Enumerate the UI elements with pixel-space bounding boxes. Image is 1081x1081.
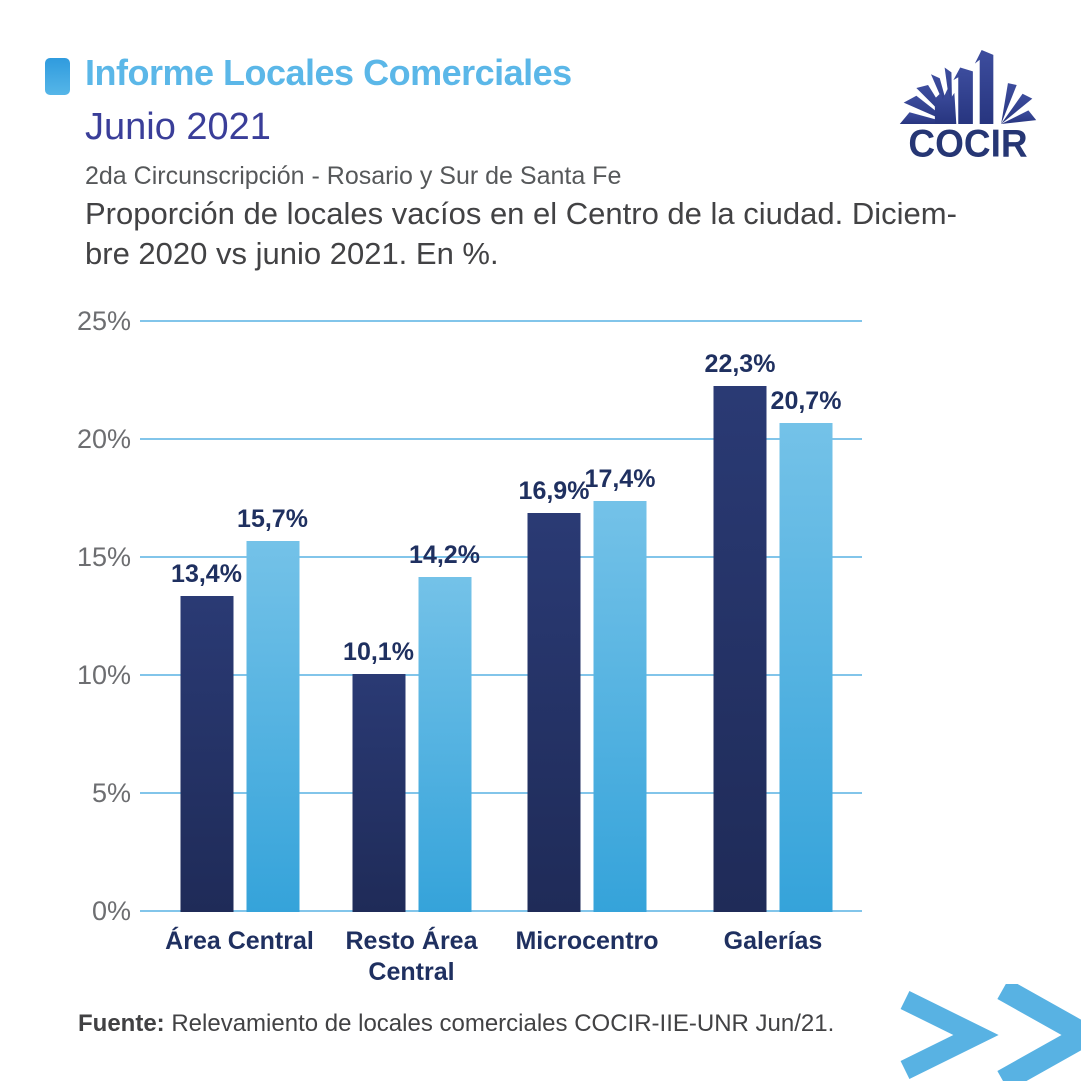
bar-diciembre-2020: 10,1% xyxy=(343,638,414,912)
gridline xyxy=(140,674,862,676)
bar-junio-2021: 17,4% xyxy=(585,465,655,912)
bar-value-label: 16,9% xyxy=(518,477,590,506)
bar-diciembre-2020: 22,3% xyxy=(705,350,775,912)
report-title: Informe Locales Comerciales xyxy=(85,52,572,93)
category-label: Galerías xyxy=(723,927,823,955)
chevron-icon xyxy=(900,991,999,1079)
bar-diciembre-2020: 16,9% xyxy=(519,477,589,912)
forward-chevrons-icon xyxy=(900,984,1081,1081)
plot-area: 13,4% 15,7% Área Central 10,1% 14,2% Resto Ár… xyxy=(140,320,862,986)
bar-junio-2021: 14,2% xyxy=(409,541,480,912)
y-tick-label: 25% xyxy=(76,306,131,336)
chart-title: Proporción de locales vacíos en el Centr… xyxy=(85,194,1055,274)
bar-value-label: 15,7% xyxy=(237,505,308,534)
category-label: Área Central xyxy=(165,927,314,955)
bar-group: 22,3% 20,7% xyxy=(705,322,841,912)
source-note: Fuente: Relevamiento de locales comercia… xyxy=(78,1010,834,1038)
bar-junio-2021: 20,7% xyxy=(771,387,841,912)
logo-skyline-icon xyxy=(899,49,1037,124)
bar-group: 13,4% 15,7% xyxy=(171,322,308,912)
bar-junio-2021: 15,7% xyxy=(237,505,308,912)
bar-value-label: 13,4% xyxy=(171,559,242,588)
y-tick-label: 0% xyxy=(91,896,131,926)
chevron-icon xyxy=(997,984,1081,1081)
y-tick-label: 15% xyxy=(76,542,131,572)
y-tick-label: 20% xyxy=(76,424,131,454)
accent-square-icon xyxy=(45,58,70,95)
chart-title-line1: Proporción de locales vacíos en el Centr… xyxy=(85,196,957,231)
y-tick-label: 10% xyxy=(76,660,131,690)
gridline xyxy=(140,910,862,912)
logo-wordmark: COCIR xyxy=(908,121,1028,165)
bar-group: 16,9% 17,4% xyxy=(519,322,655,912)
bar-diciembre-2020: 13,4% xyxy=(171,560,242,912)
gridline xyxy=(140,556,862,558)
category-label: Microcentro xyxy=(515,927,659,955)
category-label: Resto Área Central xyxy=(345,927,478,986)
gridline xyxy=(140,438,862,440)
bar-value-label: 20,7% xyxy=(770,387,842,416)
source-text: Relevamiento de locales comerciales COCI… xyxy=(164,1010,835,1037)
bar-value-label: 17,4% xyxy=(584,465,656,494)
gridline xyxy=(140,320,862,322)
bar-value-label: 14,2% xyxy=(409,540,480,569)
bar-chart: 13,4% 15,7% Área Central 10,1% 14,2% Resto Ár… xyxy=(0,306,872,986)
bar-group: 10,1% 14,2% xyxy=(343,322,480,912)
y-tick-label: 5% xyxy=(91,778,131,808)
region-subtitle: 2da Circunscripción - Rosario y Sur de S… xyxy=(85,162,622,190)
gridline xyxy=(140,792,862,794)
bar-value-label: 10,1% xyxy=(343,637,414,666)
period-title: Junio 2021 xyxy=(85,106,271,148)
source-label: Fuente: xyxy=(78,1010,165,1037)
bar-value-label: 22,3% xyxy=(704,349,776,378)
chart-title-line2: bre 2020 vs junio 2021. En %. xyxy=(85,236,499,271)
cocir-logo: COCIR xyxy=(898,48,1038,164)
